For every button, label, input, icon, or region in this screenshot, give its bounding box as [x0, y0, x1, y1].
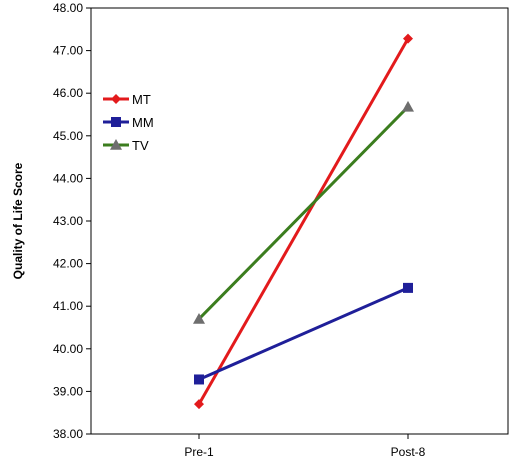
data-point-tv — [402, 100, 414, 112]
series-layer — [193, 33, 414, 410]
x-axis: Pre-1 Post-8 — [184, 434, 426, 459]
y-tick-label: 45.00 — [53, 129, 83, 143]
y-tick-label: 48.00 — [53, 1, 83, 15]
y-axis: 38.00 39.00 40.00 41.00 42.00 43.00 44.00 45.00… — [53, 1, 91, 441]
x-tick-label: Pre-1 — [184, 445, 214, 459]
series-line-mm — [198, 286, 409, 381]
legend: MT MM TV — [103, 92, 154, 153]
y-tick-label: 46.00 — [53, 86, 83, 100]
legend-label: MM — [132, 115, 154, 130]
y-tick-label: 39.00 — [53, 384, 83, 398]
data-point-mt — [194, 399, 204, 410]
data-point-tv — [193, 312, 205, 324]
legend-swatch-marker — [111, 94, 121, 104]
y-tick-label: 42.00 — [53, 257, 83, 271]
y-tick-label: 41.00 — [53, 299, 83, 313]
series-line-mt — [197, 37, 410, 405]
legend-label: MT — [132, 92, 151, 107]
x-tick-label: Post-8 — [391, 445, 426, 459]
series-mm — [194, 282, 413, 385]
y-tick-label: 47.00 — [53, 44, 83, 58]
y-tick-label: 43.00 — [53, 214, 83, 228]
y-tick-label: 44.00 — [53, 171, 83, 185]
series-mt — [194, 33, 413, 410]
y-axis-label: Quality of Life Score — [11, 162, 25, 279]
data-point-mm — [403, 282, 413, 293]
series-tv — [193, 100, 414, 324]
series-line-tv — [197, 105, 410, 321]
data-point-mt — [403, 33, 413, 44]
legend-entry-mt: MT — [103, 92, 151, 107]
y-tick-label: 40.00 — [53, 342, 83, 356]
y-tick-label: 38.00 — [53, 427, 83, 441]
legend-label: TV — [132, 138, 149, 153]
legend-swatch-marker — [111, 117, 121, 127]
plot-area — [90, 7, 509, 435]
legend-entry-tv: TV — [103, 138, 149, 153]
legend-entry-mm: MM — [103, 115, 154, 130]
data-point-mm — [194, 374, 204, 385]
legend-swatch-marker — [110, 139, 122, 150]
